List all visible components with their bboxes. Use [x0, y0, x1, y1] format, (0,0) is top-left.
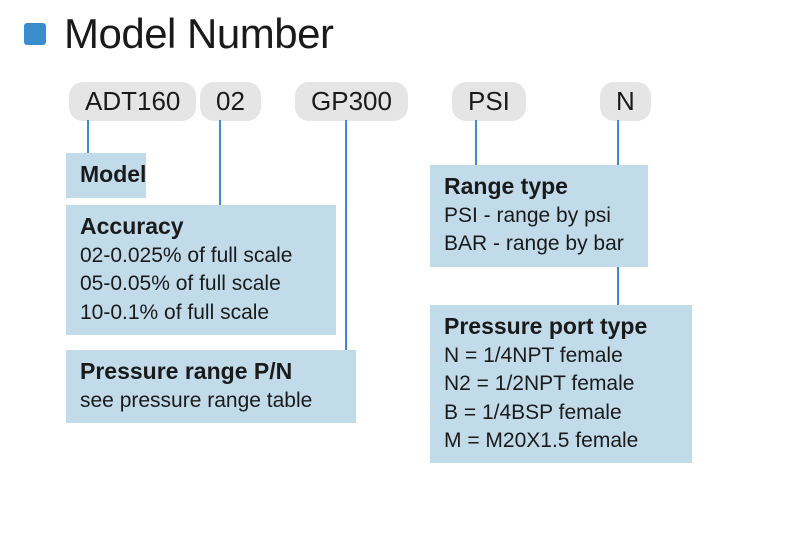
- box-port-type: Pressure port type N = 1/4NPT female N2 …: [430, 305, 692, 463]
- connector-model: [87, 120, 89, 153]
- bullet-icon: [24, 23, 46, 45]
- pill-range-type: PSI: [452, 82, 526, 121]
- box-range-pn-line: see pressure range table: [80, 387, 342, 415]
- box-port-type-heading: Pressure port type: [444, 313, 678, 340]
- box-range-type-heading: Range type: [444, 173, 634, 200]
- box-range-pn-heading: Pressure range P/N: [80, 358, 342, 385]
- box-accuracy-line: 10-0.1% of full scale: [80, 299, 322, 327]
- page-title: Model Number: [64, 10, 333, 58]
- box-port-type-line: B = 1/4BSP female: [444, 399, 678, 427]
- connector-range-type: [475, 120, 477, 165]
- connector-accuracy: [219, 120, 221, 205]
- box-accuracy-line: 02-0.025% of full scale: [80, 242, 322, 270]
- pill-range-pn: GP300: [295, 82, 408, 121]
- box-model-heading: Model: [80, 161, 132, 188]
- box-accuracy-heading: Accuracy: [80, 213, 322, 240]
- pill-port-type: N: [600, 82, 651, 121]
- connector-range-pn: [345, 120, 347, 350]
- box-range-type: Range type PSI - range by psi BAR - rang…: [430, 165, 648, 267]
- pill-model: ADT160: [69, 82, 196, 121]
- box-accuracy: Accuracy 02-0.025% of full scale 05-0.05…: [66, 205, 336, 335]
- title-row: Model Number: [0, 0, 792, 58]
- box-port-type-line: M = M20X1.5 female: [444, 427, 678, 455]
- box-port-type-line: N2 = 1/2NPT female: [444, 370, 678, 398]
- box-accuracy-line: 05-0.05% of full scale: [80, 270, 322, 298]
- box-port-type-line: N = 1/4NPT female: [444, 342, 678, 370]
- box-range-pn: Pressure range P/N see pressure range ta…: [66, 350, 356, 423]
- box-range-type-line: BAR - range by bar: [444, 230, 634, 258]
- pill-accuracy: 02: [200, 82, 261, 121]
- box-range-type-line: PSI - range by psi: [444, 202, 634, 230]
- box-model: Model: [66, 153, 146, 198]
